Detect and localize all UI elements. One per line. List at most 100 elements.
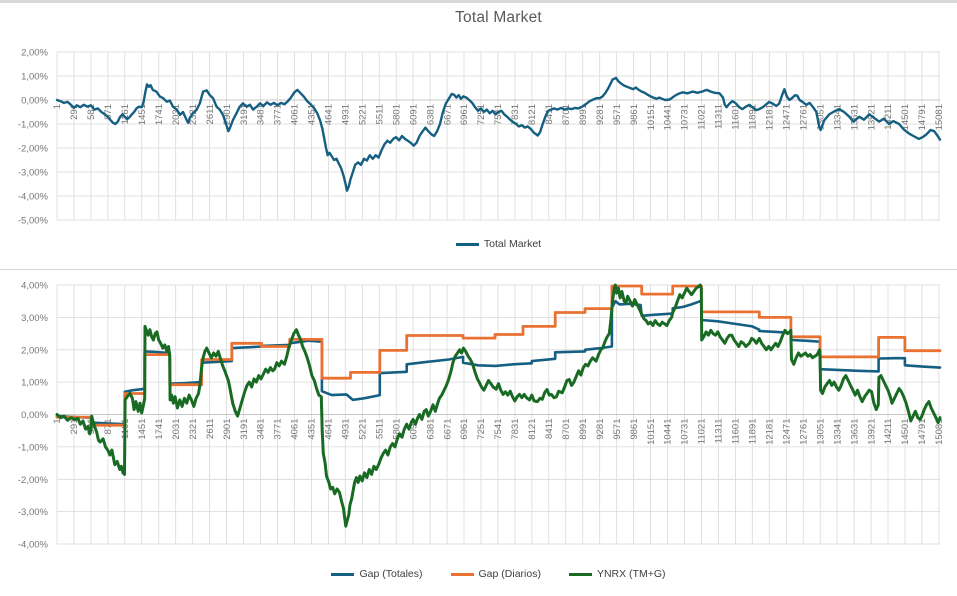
svg-text:9861: 9861 bbox=[629, 104, 640, 125]
svg-text:5801: 5801 bbox=[391, 104, 402, 125]
svg-text:6671: 6671 bbox=[442, 419, 453, 440]
svg-text:14211: 14211 bbox=[883, 419, 894, 445]
svg-text:291: 291 bbox=[69, 419, 80, 435]
svg-text:11311: 11311 bbox=[714, 419, 725, 444]
svg-text:4351: 4351 bbox=[307, 104, 318, 125]
svg-text:-3,00%: -3,00% bbox=[18, 507, 49, 518]
svg-text:13631: 13631 bbox=[849, 419, 860, 445]
legend-item-gap-diarios: Gap (Diarios) bbox=[450, 568, 541, 580]
legend-line-swatch bbox=[450, 572, 474, 576]
legend-item-gap-totales: Gap (Totales) bbox=[331, 568, 423, 580]
svg-text:4061: 4061 bbox=[290, 104, 301, 125]
svg-text:14501: 14501 bbox=[900, 419, 911, 445]
window-top-divider bbox=[0, 0, 957, 3]
legend-line-swatch bbox=[568, 572, 592, 576]
svg-text:15081: 15081 bbox=[934, 104, 945, 130]
svg-text:12181: 12181 bbox=[764, 419, 775, 445]
legend-label: Total Market bbox=[483, 238, 542, 250]
svg-text:4,00%: 4,00% bbox=[21, 281, 48, 292]
svg-text:5221: 5221 bbox=[357, 419, 368, 440]
svg-text:9571: 9571 bbox=[612, 419, 623, 440]
svg-text:2611: 2611 bbox=[205, 419, 216, 439]
svg-text:9281: 9281 bbox=[595, 419, 606, 440]
svg-text:4641: 4641 bbox=[324, 104, 335, 125]
svg-text:-4,00%: -4,00% bbox=[18, 540, 49, 551]
svg-text:11021: 11021 bbox=[697, 104, 708, 130]
svg-text:9281: 9281 bbox=[595, 104, 606, 125]
svg-text:7831: 7831 bbox=[510, 419, 521, 440]
svg-text:-1,00%: -1,00% bbox=[18, 120, 49, 131]
svg-text:2,00%: 2,00% bbox=[21, 345, 48, 356]
svg-text:-2,00%: -2,00% bbox=[18, 144, 49, 155]
svg-text:4061: 4061 bbox=[290, 419, 301, 440]
svg-text:8121: 8121 bbox=[527, 419, 538, 440]
svg-text:2,00%: 2,00% bbox=[21, 48, 48, 59]
svg-text:7251: 7251 bbox=[476, 419, 487, 440]
svg-text:3,00%: 3,00% bbox=[21, 313, 48, 324]
svg-text:581: 581 bbox=[86, 104, 97, 120]
svg-text:12471: 12471 bbox=[781, 104, 792, 130]
total-market-legend: Total Market bbox=[57, 238, 940, 250]
svg-text:10151: 10151 bbox=[646, 419, 657, 445]
svg-text:5801: 5801 bbox=[391, 419, 402, 440]
svg-text:12181: 12181 bbox=[764, 104, 775, 130]
svg-text:2321: 2321 bbox=[188, 419, 199, 440]
legend-item-ynrx: YNRX (TM+G) bbox=[568, 568, 666, 580]
legend-label: Gap (Totales) bbox=[359, 568, 423, 580]
svg-text:12761: 12761 bbox=[798, 104, 809, 130]
svg-text:1: 1 bbox=[52, 104, 63, 109]
svg-text:8701: 8701 bbox=[561, 104, 572, 125]
svg-text:0,00%: 0,00% bbox=[21, 410, 48, 421]
svg-text:7251: 7251 bbox=[476, 104, 487, 125]
svg-text:2901: 2901 bbox=[222, 419, 233, 440]
svg-text:0,00%: 0,00% bbox=[21, 96, 48, 107]
svg-text:12471: 12471 bbox=[781, 419, 792, 445]
svg-text:13341: 13341 bbox=[832, 419, 843, 445]
svg-text:871: 871 bbox=[103, 104, 114, 120]
svg-text:291: 291 bbox=[69, 104, 80, 120]
svg-text:1: 1 bbox=[52, 419, 63, 424]
svg-text:3481: 3481 bbox=[256, 104, 267, 125]
svg-text:14791: 14791 bbox=[917, 419, 928, 445]
svg-text:5511: 5511 bbox=[374, 419, 385, 439]
svg-text:11601: 11601 bbox=[731, 419, 742, 445]
svg-text:6381: 6381 bbox=[425, 419, 436, 440]
svg-text:15081: 15081 bbox=[934, 419, 945, 445]
svg-text:13341: 13341 bbox=[832, 104, 843, 130]
svg-text:-4,00%: -4,00% bbox=[18, 192, 49, 203]
svg-text:6961: 6961 bbox=[459, 419, 470, 440]
legend-line-swatch bbox=[455, 242, 479, 246]
svg-text:6671: 6671 bbox=[442, 104, 453, 125]
svg-text:6091: 6091 bbox=[408, 104, 419, 125]
svg-text:2031: 2031 bbox=[171, 104, 182, 125]
svg-text:4641: 4641 bbox=[324, 419, 335, 440]
svg-text:11021: 11021 bbox=[697, 419, 708, 445]
svg-text:14501: 14501 bbox=[900, 104, 911, 130]
svg-text:8991: 8991 bbox=[578, 104, 589, 125]
legend-item-total-market: Total Market bbox=[455, 238, 542, 250]
svg-text:11601: 11601 bbox=[731, 104, 742, 130]
svg-text:3191: 3191 bbox=[239, 104, 250, 125]
svg-text:1451: 1451 bbox=[137, 104, 148, 125]
svg-text:7541: 7541 bbox=[493, 104, 504, 125]
svg-text:5511: 5511 bbox=[374, 104, 385, 124]
svg-text:13051: 13051 bbox=[815, 419, 826, 445]
svg-text:11891: 11891 bbox=[748, 104, 759, 130]
svg-text:3481: 3481 bbox=[256, 419, 267, 440]
legend-line-swatch bbox=[331, 572, 355, 576]
svg-text:1,00%: 1,00% bbox=[21, 378, 48, 389]
svg-text:-3,00%: -3,00% bbox=[18, 168, 49, 179]
svg-text:1451: 1451 bbox=[137, 419, 148, 440]
svg-text:6381: 6381 bbox=[425, 104, 436, 125]
svg-text:2031: 2031 bbox=[171, 419, 182, 440]
svg-text:1161: 1161 bbox=[120, 104, 131, 124]
svg-text:12761: 12761 bbox=[798, 419, 809, 445]
svg-text:1741: 1741 bbox=[154, 419, 165, 440]
svg-text:-1,00%: -1,00% bbox=[18, 442, 49, 453]
svg-text:1741: 1741 bbox=[154, 104, 165, 125]
